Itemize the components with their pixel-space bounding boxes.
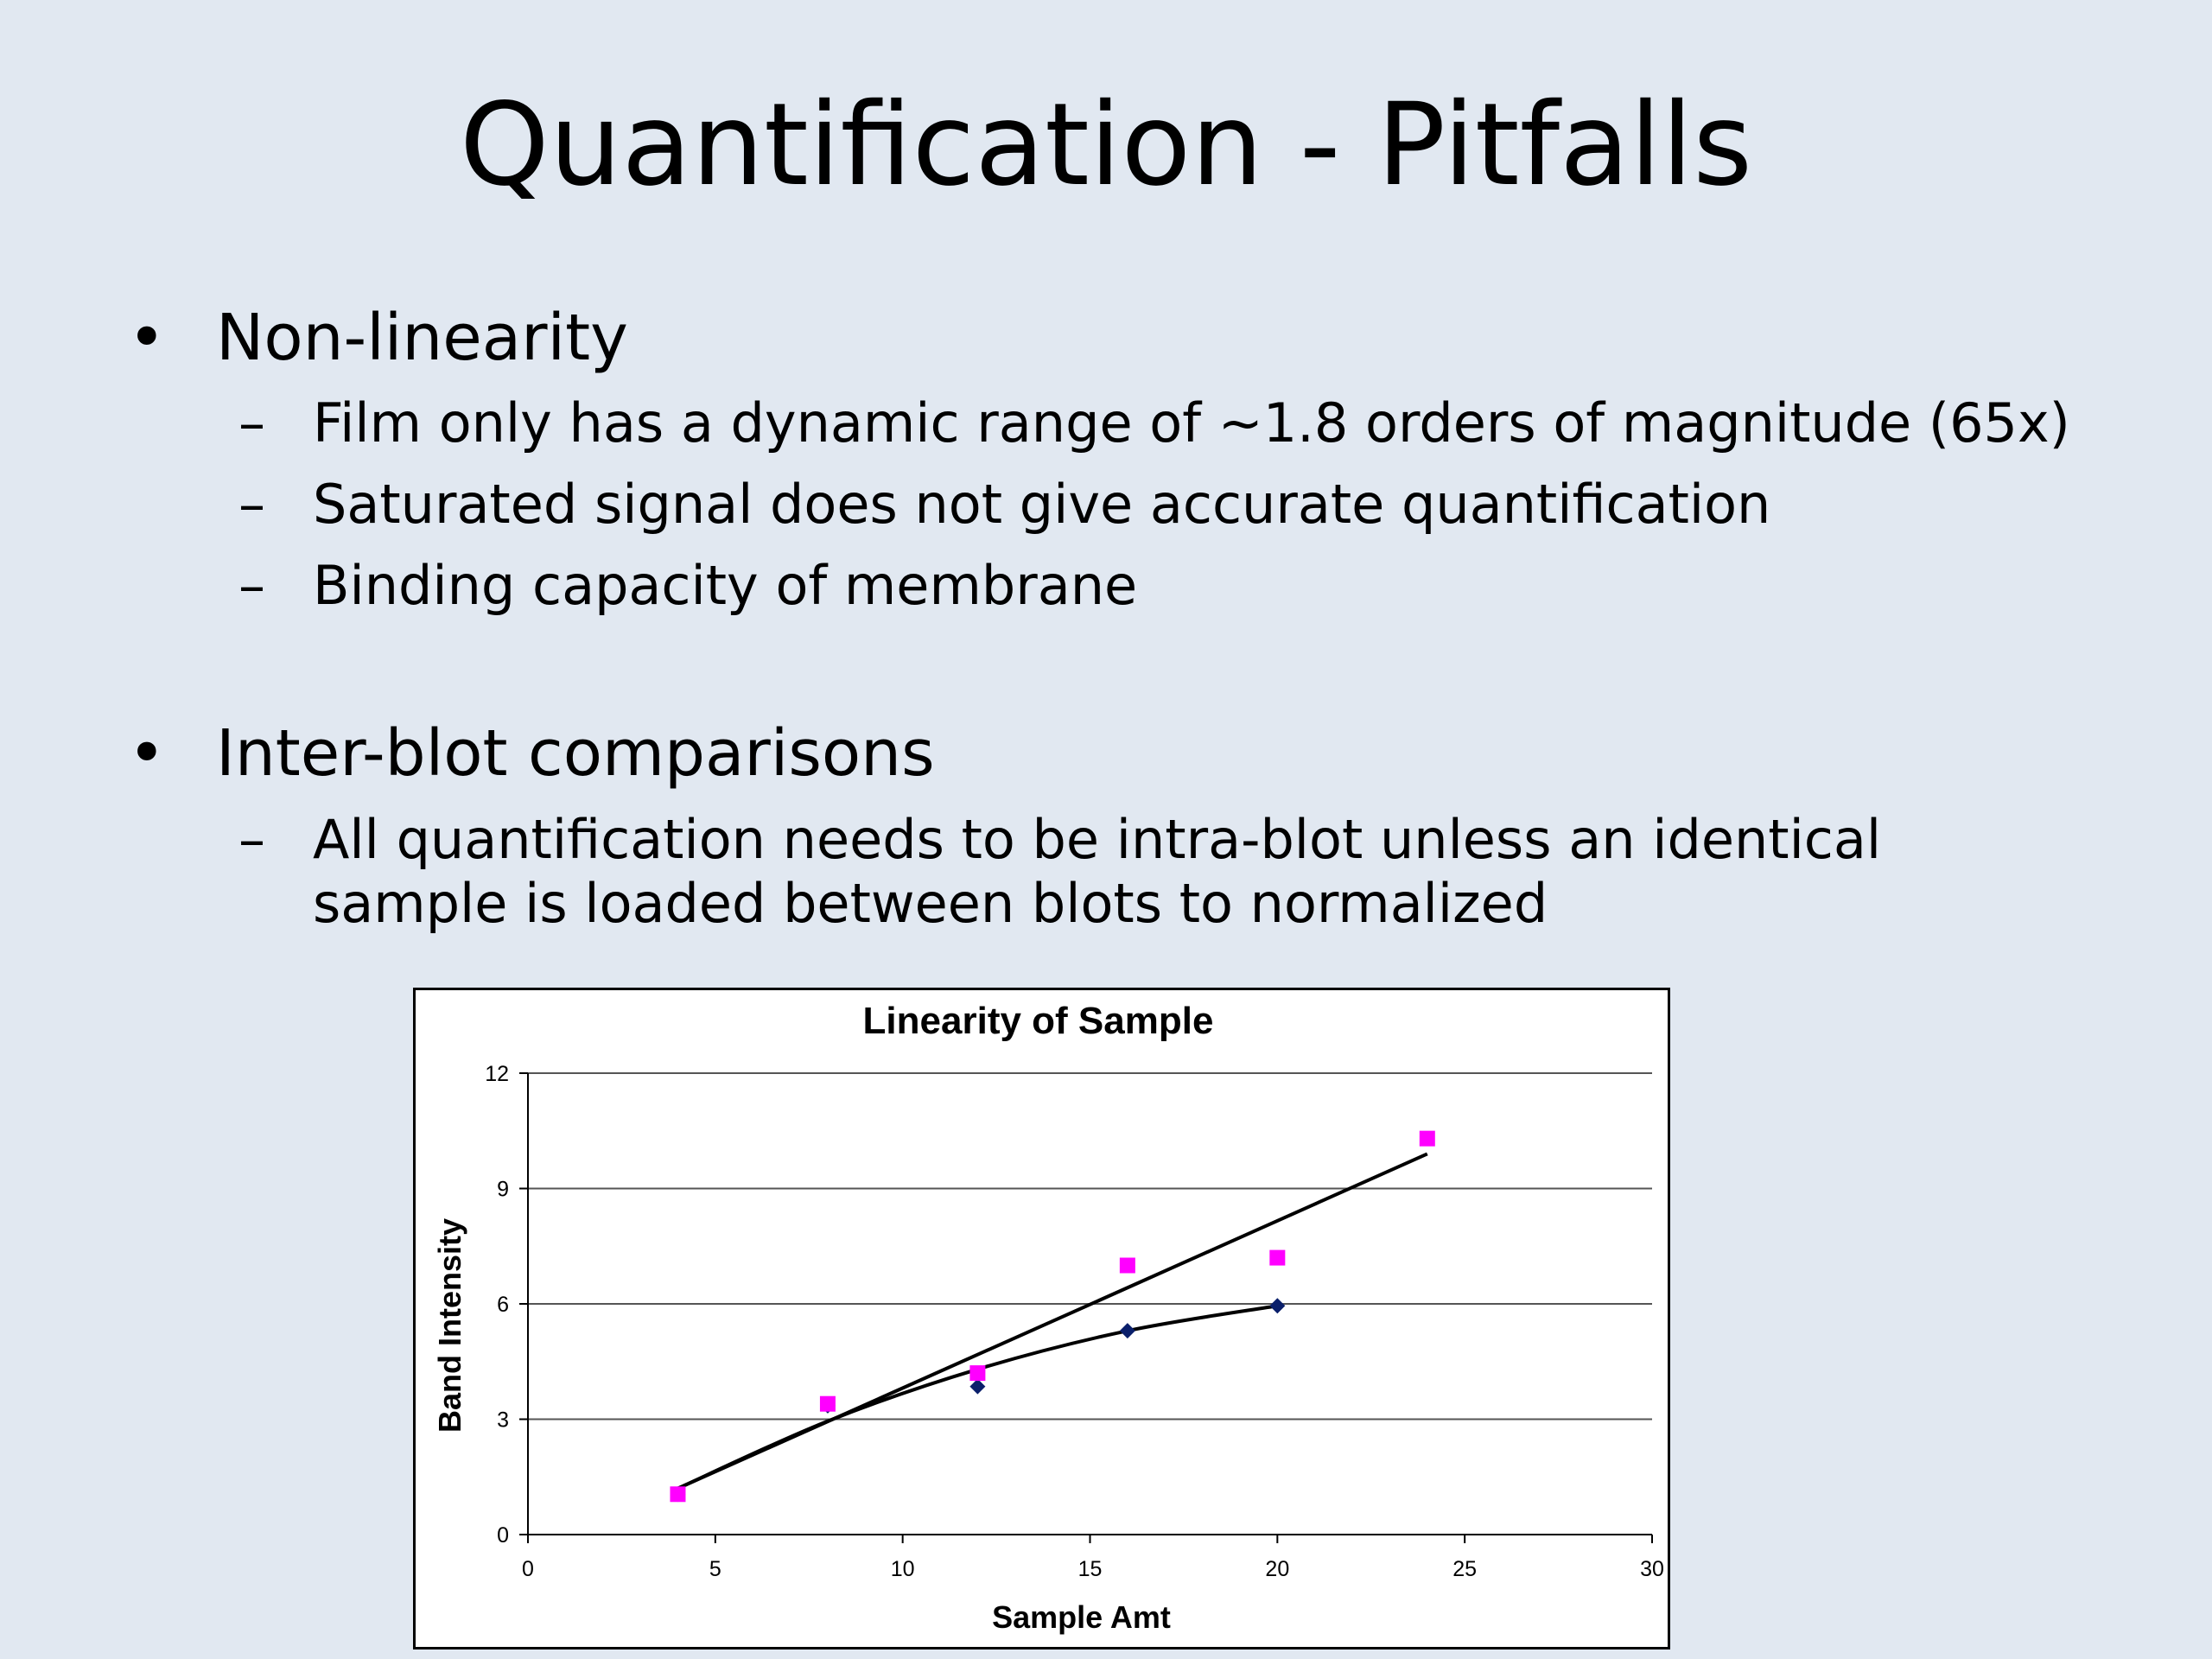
y-tick-label: 6 xyxy=(497,1293,509,1317)
data-point-diamond xyxy=(1119,1323,1135,1339)
bullet-inter-blot: • Inter-blot comparisons xyxy=(128,715,935,792)
linearity-chart: Linearity of Sample 0 3 6 9 12 0 5 10 15 20 25 30 Sam… xyxy=(432,1000,1664,1635)
slide-title: Quantification - Pitfalls xyxy=(459,79,1753,212)
sub-bullet-dynamic-range: – Film only has a dynamic range of ~1.8 … xyxy=(238,391,2070,456)
sub-bullet-dash: – xyxy=(238,808,265,871)
chart-frame: Linearity of Sample 0 3 6 9 12 0 5 10 15 20 25 30 Sam… xyxy=(413,988,1670,1649)
x-axis-label: Sample Amt xyxy=(992,1599,1171,1635)
data-point-diamond xyxy=(1269,1298,1286,1314)
x-tick-label: 0 xyxy=(522,1557,534,1581)
sub-bullet-dash: – xyxy=(238,391,265,454)
sub-bullet-binding: – Binding capacity of membrane xyxy=(238,553,1138,619)
chart-title: Linearity of Sample xyxy=(863,1000,1214,1042)
sub-bullet-text: sample is loaded between blots to normal… xyxy=(313,872,1548,935)
data-point-square xyxy=(1119,1257,1135,1274)
data-point-square xyxy=(670,1486,686,1503)
data-point-diamond xyxy=(969,1378,986,1395)
sub-bullet-saturated: – Saturated signal does not give accurat… xyxy=(238,472,1771,537)
data-point-square xyxy=(819,1395,836,1412)
bullet-text: Non-linearity xyxy=(216,301,628,375)
sub-bullet-dash: – xyxy=(238,554,265,617)
sub-bullet-text: Binding capacity of membrane xyxy=(313,554,1138,617)
bullet-dot: • xyxy=(128,716,166,791)
bullet-text: Inter-blot comparisons xyxy=(216,716,935,791)
sub-bullet-intra-blot: – All quantification needs to be intra-b… xyxy=(238,807,1882,873)
trendline-curve xyxy=(677,1304,1278,1491)
y-tick-label: 9 xyxy=(497,1178,509,1202)
x-tick-label: 30 xyxy=(1640,1557,1664,1581)
x-tick-label: 5 xyxy=(709,1557,721,1581)
y-axis-label: Band Intensity xyxy=(432,1218,467,1433)
data-point-square xyxy=(1419,1130,1435,1147)
sub-bullet-text: All quantification needs to be intra-blo… xyxy=(313,808,1882,871)
sub-bullet-text: Film only has a dynamic range of ~1.8 or… xyxy=(313,391,2070,454)
bullet-dot: • xyxy=(128,301,166,375)
x-tick-label: 25 xyxy=(1452,1557,1477,1581)
sub-bullet-dash: – xyxy=(238,473,265,536)
sub-bullet-text: Saturated signal does not give accurate … xyxy=(313,473,1771,536)
y-tick-label: 12 xyxy=(485,1062,509,1086)
data-point-square xyxy=(1269,1249,1286,1266)
trendline-linear xyxy=(677,1152,1428,1491)
y-tick-label: 0 xyxy=(497,1523,509,1548)
sub-bullet-intra-blot-cont: sample is loaded between blots to normal… xyxy=(313,871,1548,937)
x-tick-label: 10 xyxy=(891,1557,915,1581)
x-tick-label: 20 xyxy=(1265,1557,1289,1581)
data-point-square xyxy=(969,1365,986,1382)
y-tick-label: 3 xyxy=(497,1408,509,1433)
x-tick-label: 15 xyxy=(1078,1557,1103,1581)
bullet-non-linearity: • Non-linearity xyxy=(128,299,628,377)
